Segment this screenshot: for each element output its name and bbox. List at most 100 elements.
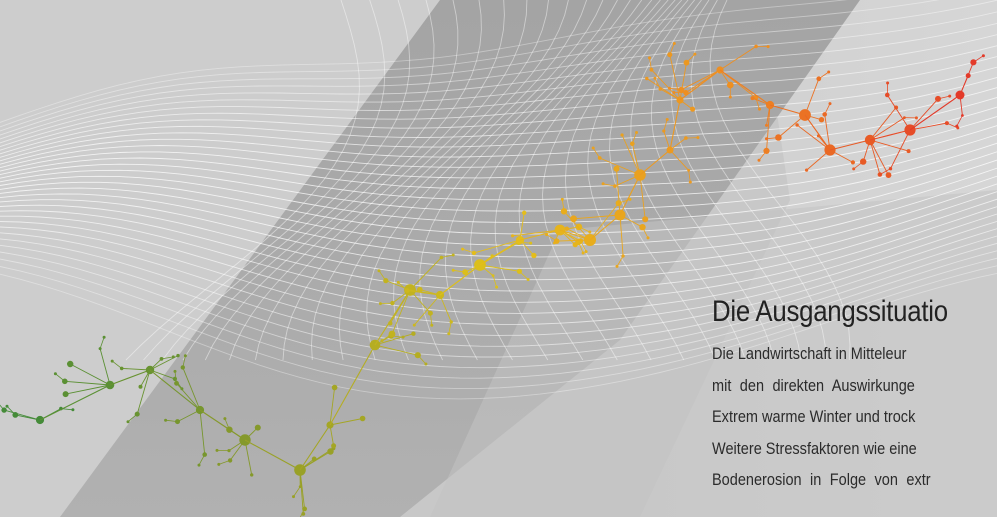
network-link: [329, 387, 336, 426]
network-node: [451, 253, 455, 257]
network-link: [398, 282, 408, 291]
network-link: [109, 369, 151, 386]
network-node: [164, 418, 168, 422]
network-node: [254, 424, 261, 431]
network-node: [396, 280, 400, 284]
network-link: [853, 161, 864, 170]
network-node: [215, 448, 219, 452]
network-link: [244, 439, 253, 475]
network-node: [570, 215, 577, 223]
network-link: [563, 210, 591, 241]
network-node: [885, 172, 892, 179]
mesh-line: [0, 45, 997, 148]
mesh-line: [204, 0, 459, 361]
network-node: [584, 250, 588, 254]
mesh-line: [690, 0, 827, 361]
mesh-line: [125, 0, 360, 361]
network-link: [439, 264, 481, 296]
network-node: [176, 353, 180, 358]
network-link: [161, 356, 174, 360]
network-node: [5, 404, 9, 408]
mesh-line: [0, 0, 940, 128]
network-node: [126, 420, 130, 424]
network-node: [331, 384, 338, 391]
wave-mesh: [0, 0, 997, 400]
network-link: [519, 271, 529, 280]
network-link: [769, 104, 806, 116]
network-link: [39, 384, 111, 421]
network-node: [311, 456, 317, 462]
network-node: [914, 116, 918, 120]
mesh-line: [0, 134, 997, 201]
network-node: [852, 167, 856, 171]
mesh-line: [0, 0, 997, 132]
network-node: [683, 89, 689, 96]
body-line-5: Bodenerosion in Folge von extr: [712, 471, 931, 489]
network-link: [165, 419, 178, 422]
network-link: [127, 413, 138, 423]
network-node: [424, 362, 428, 366]
network-link: [409, 257, 442, 291]
network-link: [573, 214, 621, 220]
network-node: [531, 252, 537, 259]
mesh-line: [0, 206, 997, 303]
mesh-line: [0, 142, 997, 212]
network-link: [804, 78, 820, 116]
network-node: [665, 118, 669, 121]
network-link: [669, 149, 689, 171]
network-node: [648, 56, 651, 60]
network-link: [719, 46, 757, 71]
network-node: [529, 241, 533, 245]
mesh-line: [671, 0, 802, 361]
network-link: [719, 69, 771, 106]
section-heading: Die Ausgangssituatio: [712, 295, 948, 328]
network-node: [878, 173, 882, 176]
network-link: [804, 114, 831, 151]
network-node: [758, 107, 761, 111]
mesh-line: [709, 0, 851, 361]
network-link: [937, 95, 950, 100]
network-link: [758, 150, 767, 161]
network-node: [227, 458, 233, 463]
network-link: [669, 87, 682, 91]
network-link: [218, 460, 231, 465]
network-node: [417, 286, 423, 293]
mesh-line: [0, 151, 997, 223]
network-node: [451, 268, 455, 272]
network-node: [510, 234, 515, 238]
network-link: [619, 174, 641, 216]
network-node: [292, 495, 295, 499]
mesh-line: [0, 11, 997, 136]
network-node: [67, 360, 74, 368]
network-node: [635, 131, 638, 134]
network-link: [413, 294, 441, 326]
network-link: [374, 333, 414, 346]
mesh-line: [311, 0, 549, 361]
mesh-line: [0, 213, 997, 314]
network-link: [685, 69, 721, 93]
network-link: [616, 168, 621, 216]
mesh-line: [182, 0, 435, 361]
network-link: [796, 124, 831, 151]
network-node: [591, 146, 595, 150]
network-node: [461, 247, 465, 251]
mesh-line: [0, 34, 997, 144]
network-link: [199, 409, 206, 455]
lower-band: [430, 190, 997, 517]
mesh-line: [338, 0, 569, 361]
network-link: [679, 62, 687, 101]
network-link: [616, 255, 624, 267]
network-node: [645, 76, 649, 81]
network-node: [53, 372, 57, 376]
network-node: [564, 226, 569, 231]
mesh-line: [0, 183, 997, 269]
network-node: [672, 42, 676, 45]
network-link: [198, 454, 206, 466]
network-node: [327, 448, 334, 455]
network-link: [177, 409, 201, 422]
mesh-line: [0, 250, 997, 369]
network-link: [244, 439, 301, 471]
network-link: [669, 99, 681, 151]
network-link: [6, 405, 16, 416]
network-node: [646, 236, 650, 240]
